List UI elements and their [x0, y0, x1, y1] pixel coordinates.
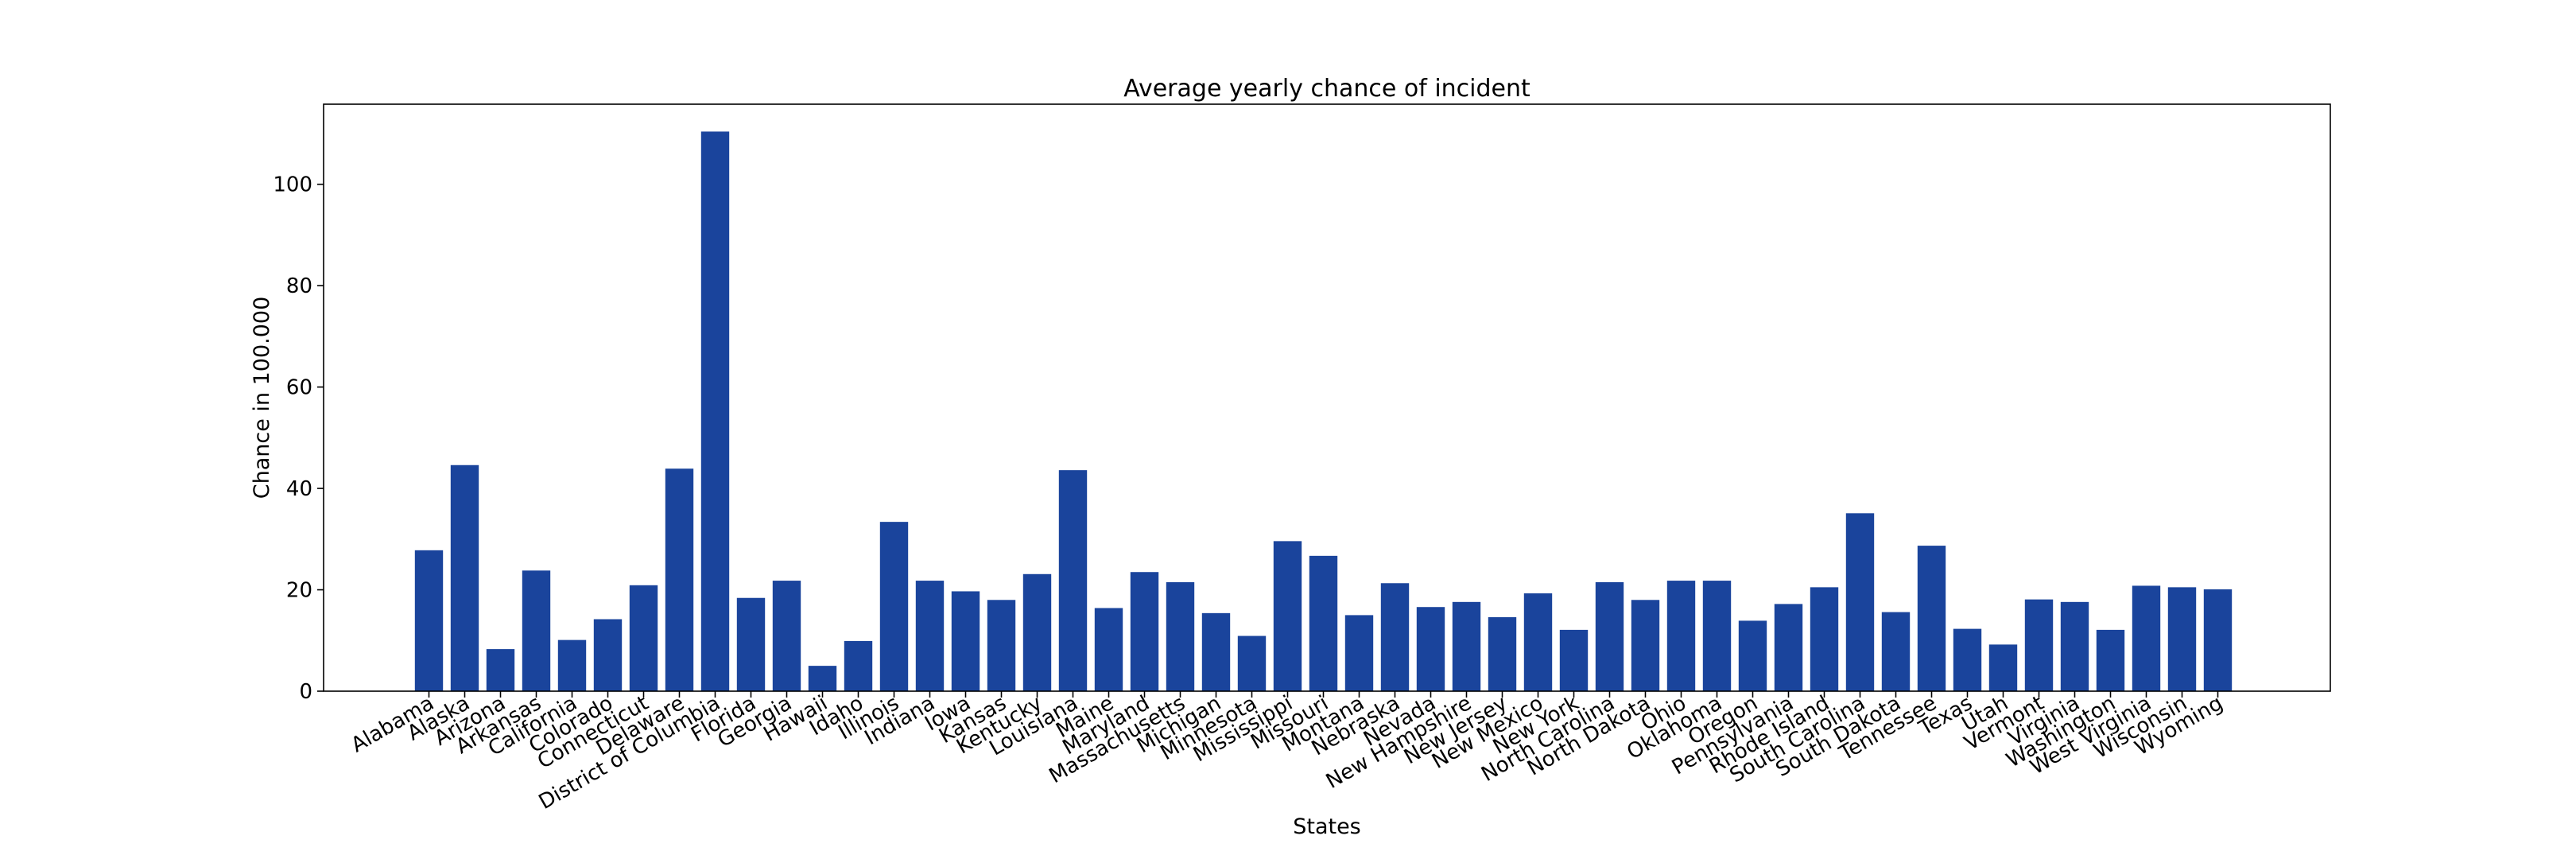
bar-south-carolina: [1845, 513, 1875, 691]
y-tick-label: 100: [273, 173, 312, 197]
bar-utah: [1988, 644, 2018, 691]
bar-tennessee: [1917, 546, 1946, 691]
bar-nebraska: [1380, 583, 1410, 691]
bar-alaska: [450, 464, 479, 691]
y-tick-label: 0: [299, 680, 312, 704]
bar-montana: [1344, 615, 1374, 691]
x-axis-label: States: [1293, 814, 1361, 839]
bar-california: [557, 639, 587, 691]
bar-georgia: [772, 581, 801, 691]
bar-wyoming: [2203, 589, 2233, 691]
bar-missouri: [1309, 555, 1338, 691]
bar-wisconsin: [2167, 587, 2197, 691]
bar-new-mexico: [1523, 593, 1553, 691]
bar-north-dakota: [1631, 600, 1660, 691]
bar-new-york: [1559, 629, 1589, 691]
bar-district-of-columbia: [700, 131, 730, 691]
y-axis-label: Chance in 100.000: [250, 297, 274, 499]
bar-oklahoma: [1702, 581, 1732, 691]
bar-west-virginia: [2132, 585, 2161, 691]
y-tick-label: 20: [286, 579, 312, 603]
y-tick-label: 80: [286, 274, 312, 298]
bar-massachusetts: [1166, 581, 1195, 691]
bar-new-hampshire: [1452, 601, 1481, 691]
bar-delaware: [665, 468, 694, 691]
bar-pennsylvania: [1774, 604, 1803, 691]
bar-maryland: [1130, 572, 1159, 691]
y-axis-ticks: 0 20 40 60 80 100: [273, 173, 324, 704]
bar-connecticut: [629, 585, 658, 691]
plot-frame: [323, 103, 2331, 692]
y-tick-label: 60: [286, 376, 312, 400]
bar-arkansas: [522, 570, 551, 691]
bar-illinois: [879, 522, 909, 691]
bar-mississippi: [1273, 541, 1302, 691]
bar-new-jersey: [1488, 616, 1517, 691]
bar-north-carolina: [1595, 581, 1624, 691]
bar-indiana: [915, 581, 945, 691]
bar-arizona: [486, 649, 515, 691]
bar-minnesota: [1237, 636, 1267, 691]
bar-alabama: [414, 550, 444, 691]
bar-michigan: [1201, 612, 1231, 691]
chart-title: Average yearly chance of incident: [1123, 75, 1530, 103]
bar-texas: [1953, 628, 1982, 691]
bar-rhode-island: [1810, 587, 1839, 691]
bar-kentucky: [1022, 573, 1052, 691]
bar-hawaii: [808, 666, 837, 691]
bar-oregon: [1738, 620, 1767, 691]
bar-iowa: [951, 591, 980, 691]
bar-florida: [736, 597, 766, 691]
bar-kansas: [987, 600, 1016, 691]
bar-vermont: [2024, 599, 2054, 691]
bars-group: [414, 131, 2233, 691]
bar-maine: [1094, 608, 1123, 691]
bar-south-dakota: [1881, 612, 1911, 691]
bar-nevada: [1416, 607, 1445, 691]
bar-washington: [2096, 629, 2125, 691]
bar-virginia: [2060, 601, 2089, 691]
bar-ohio: [1666, 581, 1696, 691]
x-axis-ticks: AlabamaAlaskaArizonaArkansasCaliforniaCo…: [347, 691, 2227, 814]
bar-louisiana: [1058, 470, 1088, 691]
y-tick-label: 40: [286, 477, 312, 501]
bar-colorado: [593, 619, 623, 691]
bar-idaho: [844, 640, 873, 691]
